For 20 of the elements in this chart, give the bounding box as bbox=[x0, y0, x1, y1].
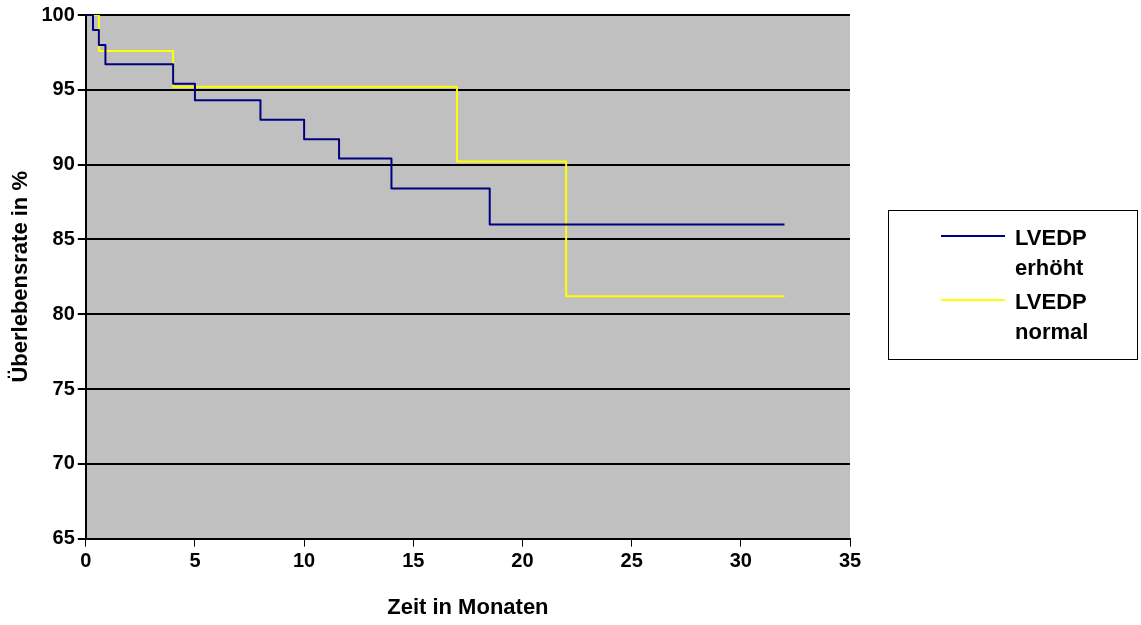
x-tick-label: 10 bbox=[293, 549, 316, 572]
y-tick-label: 90 bbox=[52, 152, 75, 175]
x-tick-label: 20 bbox=[511, 549, 534, 572]
y-tick-label: 65 bbox=[52, 526, 75, 549]
y-axis-title: Überlebensrate in % bbox=[7, 171, 33, 383]
x-tick-label: 25 bbox=[620, 549, 643, 572]
legend-label: LVEDP normal bbox=[1015, 288, 1090, 346]
y-tick-label: 80 bbox=[52, 301, 75, 324]
legend-label: LVEDP erhöht bbox=[1015, 224, 1088, 282]
x-axis-title: Zeit in Monaten bbox=[387, 593, 549, 619]
x-tick-label: 15 bbox=[402, 549, 425, 572]
y-tick-label: 85 bbox=[52, 226, 75, 249]
x-tick-label: 35 bbox=[838, 549, 862, 572]
x-tick-label: 0 bbox=[80, 549, 92, 572]
y-tick-label: 75 bbox=[52, 376, 75, 399]
x-tick-label: 30 bbox=[729, 549, 752, 572]
y-tick-label: 95 bbox=[52, 77, 75, 100]
x-tick-label: 5 bbox=[189, 549, 201, 572]
y-tick-label: 70 bbox=[52, 451, 75, 474]
y-tick-label: 100 bbox=[41, 2, 75, 25]
